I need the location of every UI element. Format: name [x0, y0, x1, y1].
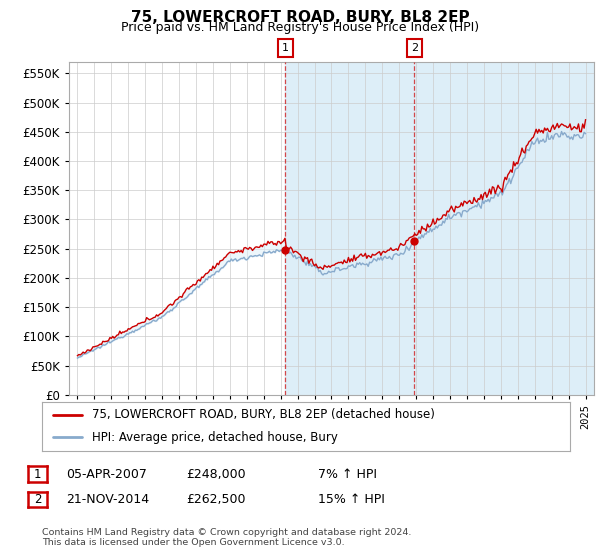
Text: 75, LOWERCROFT ROAD, BURY, BL8 2EP: 75, LOWERCROFT ROAD, BURY, BL8 2EP: [131, 10, 469, 25]
Text: 15% ↑ HPI: 15% ↑ HPI: [318, 493, 385, 506]
Text: Contains HM Land Registry data © Crown copyright and database right 2024.
This d: Contains HM Land Registry data © Crown c…: [42, 528, 412, 547]
Text: 7% ↑ HPI: 7% ↑ HPI: [318, 468, 377, 481]
Text: 2: 2: [411, 43, 418, 53]
Text: 1: 1: [282, 43, 289, 53]
Text: 05-APR-2007: 05-APR-2007: [66, 468, 147, 481]
Text: Price paid vs. HM Land Registry's House Price Index (HPI): Price paid vs. HM Land Registry's House …: [121, 21, 479, 34]
Text: 75, LOWERCROFT ROAD, BURY, BL8 2EP (detached house): 75, LOWERCROFT ROAD, BURY, BL8 2EP (deta…: [92, 408, 435, 421]
Text: 2: 2: [34, 493, 41, 506]
Text: £262,500: £262,500: [186, 493, 245, 506]
Text: £248,000: £248,000: [186, 468, 245, 481]
Text: 1: 1: [34, 468, 41, 481]
Text: HPI: Average price, detached house, Bury: HPI: Average price, detached house, Bury: [92, 431, 338, 444]
Text: 21-NOV-2014: 21-NOV-2014: [66, 493, 149, 506]
Bar: [285, 62, 594, 395]
